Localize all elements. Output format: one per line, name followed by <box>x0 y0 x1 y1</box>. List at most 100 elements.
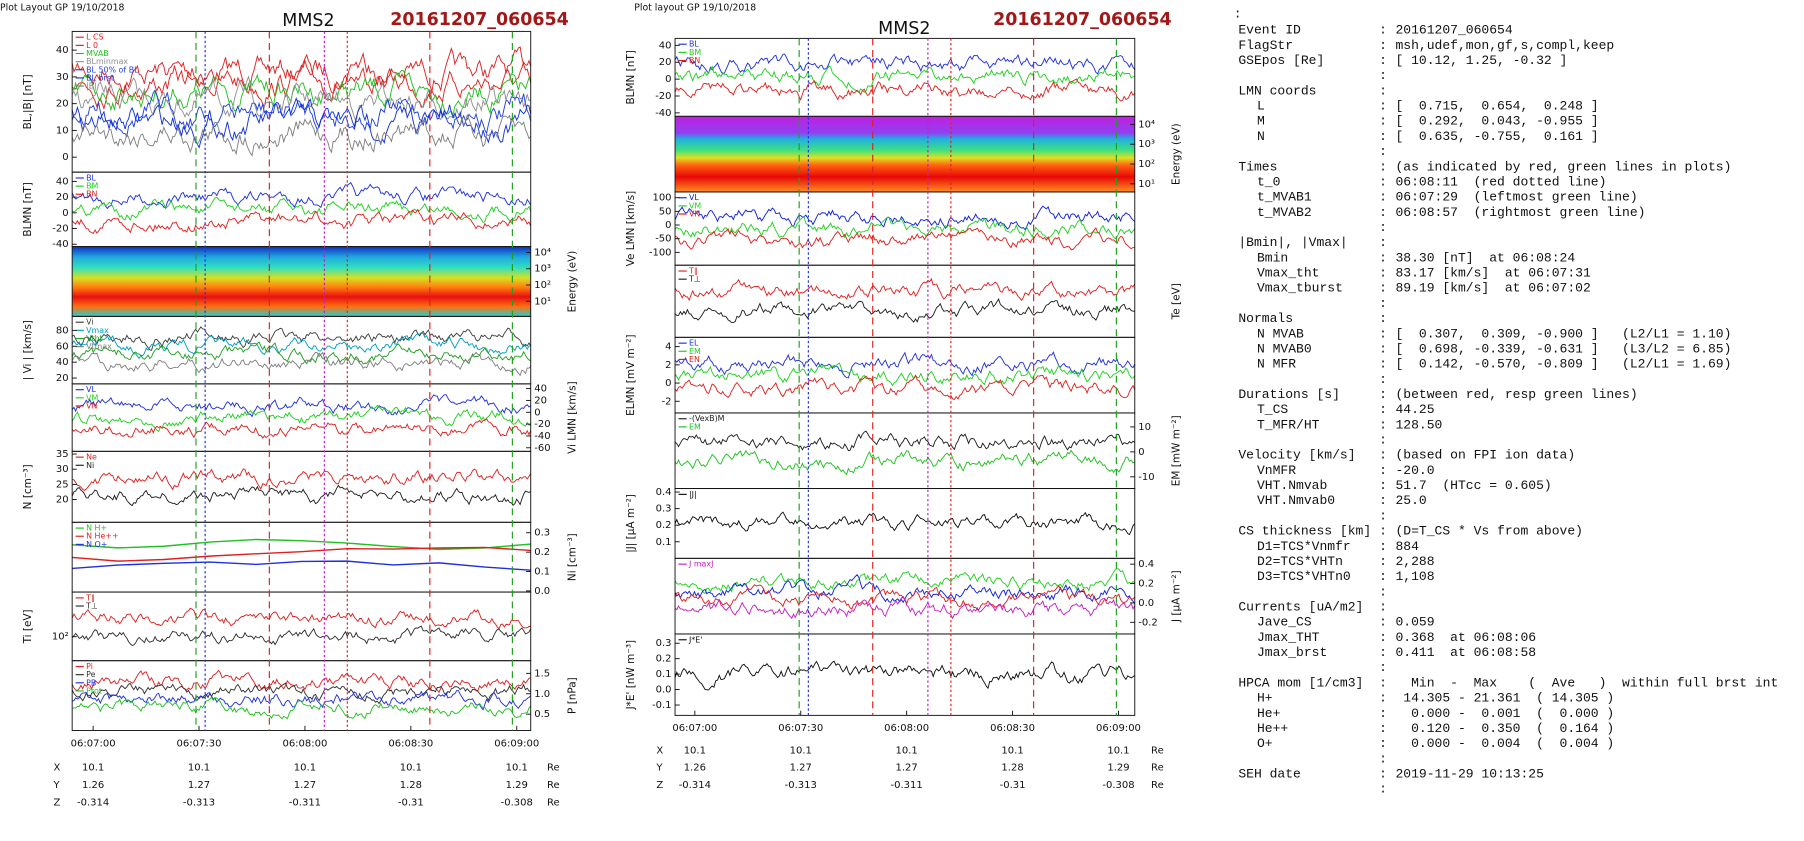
y-tick-label: 10³ <box>1138 139 1155 150</box>
legend-label: VM <box>689 201 701 210</box>
y-tick-label: 0.1 <box>534 567 550 578</box>
summary-value: 06:08:57 (rightmost green line) <box>1395 205 1645 220</box>
ephemeris-value: 1.27 <box>790 763 812 774</box>
summary-value: 0.411 at 06:08:58 <box>1395 645 1536 660</box>
ephemeris-value: -0.311 <box>289 798 321 809</box>
y-tick-label: 100 <box>652 193 671 204</box>
trace-sketch <box>674 297 1135 324</box>
x-tick-label: 06:07:30 <box>177 738 222 749</box>
separator: : <box>1379 341 1387 356</box>
y-tick-label: 0.3 <box>656 504 672 515</box>
summary-key: Vmax_tht <box>1257 266 1320 281</box>
summary-value: 1,108 <box>1395 569 1434 584</box>
ephemeris-name: Z <box>656 780 663 791</box>
trace-sketch <box>674 216 1136 240</box>
y-tick-label: 10¹ <box>1138 179 1155 190</box>
y-tick-label: 1.0 <box>534 689 550 700</box>
legend-label: N H+ <box>86 524 107 533</box>
y-axis-label: BLMN [nT] <box>22 182 34 236</box>
ephemeris-value: 10.1 <box>82 763 104 774</box>
summary-key: Normals <box>1238 311 1293 326</box>
legend-label: T∥ <box>688 267 698 276</box>
trace-sketch <box>674 53 1136 75</box>
separator: : <box>1379 174 1387 189</box>
summary-value: 44.25 <box>1395 402 1434 417</box>
legend-label: Vtht <box>86 334 103 343</box>
separator: : <box>1379 524 1387 539</box>
summary-value: [ 0.715, 0.654, 0.248 ] <box>1395 99 1598 114</box>
y-tick-label: 0 <box>534 407 540 418</box>
separator: : <box>1379 463 1387 478</box>
trace-sketch <box>71 197 532 224</box>
y-tick-label: -60 <box>534 443 550 454</box>
separator: : <box>1379 190 1387 205</box>
summary-key: VnMFR <box>1257 463 1296 478</box>
summary-key: He+ <box>1257 706 1281 721</box>
legend-label: BLminmax <box>86 57 128 66</box>
separator: : <box>1379 159 1387 174</box>
trace-sketch <box>674 568 1136 595</box>
y-axis-label: |J| [μA m⁻²] <box>625 494 637 553</box>
ephemeris-value: 10.1 <box>684 745 706 756</box>
ephemeris-value: 1.26 <box>82 780 104 791</box>
ephemeris-value: -0.313 <box>183 798 215 809</box>
separator: : <box>1379 569 1387 584</box>
y-tick-label: 10³ <box>534 264 551 275</box>
separator: : <box>1379 311 1387 326</box>
legend-label: MVAB <box>86 49 109 58</box>
summary-value: 06:08:11 (red dotted line) <box>1395 174 1606 189</box>
ephemeris-value: 1.27 <box>294 780 316 791</box>
separator: : <box>1379 281 1387 296</box>
y-tick-label: 10⁴ <box>1138 119 1155 130</box>
trace-sketch <box>72 546 531 562</box>
y-axis-label: Ni [cm⁻³] <box>567 533 579 581</box>
trace-sketch <box>71 404 531 433</box>
legend-label: Pi <box>86 662 93 671</box>
separator: : <box>1379 433 1387 448</box>
y-tick-label: 10 <box>1138 422 1151 433</box>
event-id: 20161207_060654 <box>390 10 569 30</box>
y-axis-label: Ti [eV] <box>22 609 34 644</box>
summary-key: GSEpos [Re] <box>1238 53 1324 68</box>
separator: : <box>1379 645 1387 660</box>
y-tick-label: 10⁴ <box>534 247 551 258</box>
summary-value: [ 0.142, -0.570, -0.809 ] (L2/L1 = 1.69) <box>1395 357 1731 372</box>
summary-key: FlagStr <box>1238 38 1293 53</box>
x-tick-label: 06:07:00 <box>672 723 717 734</box>
separator: : <box>1379 83 1387 98</box>
y-tick-label: 25 <box>56 479 69 490</box>
separator: : <box>1379 691 1387 706</box>
ephemeris-value: 10.1 <box>1107 745 1129 756</box>
panel-frame <box>71 660 532 731</box>
ephemeris-value: -0.313 <box>785 780 817 791</box>
legend-label: Ni <box>86 461 94 470</box>
separator: : <box>1379 23 1387 38</box>
ephemeris-value: 10.1 <box>294 763 316 774</box>
y-tick-label: 0.0 <box>656 685 672 696</box>
trace-sketch <box>71 46 532 96</box>
ephemeris-value: -0.31 <box>1000 780 1026 791</box>
y-tick-label: -40 <box>655 108 671 119</box>
y-tick-label: 40 <box>56 357 69 368</box>
y-tick-label: 40 <box>56 176 69 187</box>
y-tick-label: 40 <box>659 40 672 51</box>
legend-label: L 0 <box>86 41 98 50</box>
trace-sketch <box>72 69 531 117</box>
y-tick-label: 0.3 <box>656 638 672 649</box>
trace-sketch <box>71 484 531 507</box>
ephemeris-value: -0.311 <box>891 780 923 791</box>
summary-value: 20161207_060654 <box>1395 23 1512 38</box>
separator: : <box>1379 99 1387 114</box>
summary-value: [ 0.635, -0.755, 0.161 ] <box>1395 129 1598 144</box>
trace-sketch <box>674 660 1136 691</box>
ephemeris-name: Z <box>54 798 61 809</box>
trace-sketch <box>674 351 1136 379</box>
trace-sketch <box>71 208 532 235</box>
separator: : <box>1379 721 1387 736</box>
ephemeris-unit: Re <box>547 780 560 791</box>
y-tick-label: 10¹ <box>534 296 551 307</box>
legend-label: VN <box>689 210 700 219</box>
y-tick-label: -2 <box>662 396 672 407</box>
legend-label: L CS <box>86 33 103 42</box>
panel-frame <box>71 30 532 173</box>
